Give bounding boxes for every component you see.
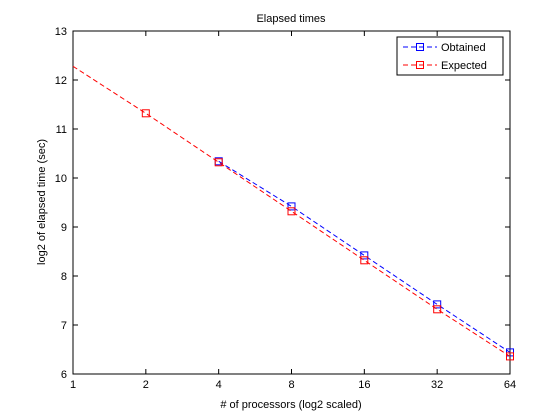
series-line-obtained bbox=[218, 160, 511, 353]
legend-marker-expected bbox=[416, 61, 424, 69]
y-tick-label: 10 bbox=[55, 173, 67, 185]
legend-label-obtained: Obtained bbox=[441, 42, 486, 54]
x-tick-label: 1 bbox=[70, 379, 76, 391]
y-tick-label: 12 bbox=[55, 75, 67, 87]
data-point-expected bbox=[141, 109, 150, 118]
legend-label-expected: Expected bbox=[441, 60, 487, 72]
data-point-expected bbox=[360, 256, 369, 265]
y-tick-label: 11 bbox=[56, 124, 67, 136]
y-tick-label: 6 bbox=[61, 369, 67, 381]
y-tick-label: 8 bbox=[61, 271, 67, 283]
x-tick-label: 8 bbox=[288, 379, 294, 391]
y-axis-label: log2 of elapsed time (sec) bbox=[36, 139, 48, 265]
x-tick-label: 16 bbox=[358, 379, 370, 391]
x-tick-label: 4 bbox=[216, 379, 222, 391]
y-tick-label: 9 bbox=[61, 222, 67, 234]
data-point-expected bbox=[287, 207, 296, 216]
data-point-obtained bbox=[433, 300, 442, 309]
y-tick-label: 13 bbox=[55, 26, 67, 38]
x-tick-label: 2 bbox=[143, 379, 149, 391]
x-tick-label: 32 bbox=[431, 379, 443, 391]
x-tick-label: 64 bbox=[504, 379, 516, 391]
legend-box bbox=[396, 36, 504, 76]
data-point-obtained bbox=[287, 202, 296, 211]
y-tick-label: 7 bbox=[61, 320, 67, 332]
legend: Obtained Expected bbox=[396, 36, 504, 76]
legend-marker-obtained bbox=[416, 43, 424, 51]
x-axis-label: # of processors (log2 scaled) bbox=[220, 399, 361, 411]
chart-title: Elapsed times bbox=[256, 13, 326, 25]
data-point-expected bbox=[433, 305, 442, 314]
data-point-obtained bbox=[360, 251, 369, 260]
data-point-expected bbox=[214, 158, 223, 167]
data-point-expected bbox=[506, 352, 514, 361]
